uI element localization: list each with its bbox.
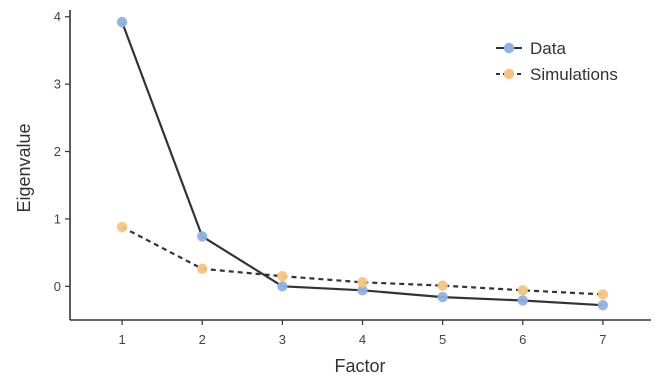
legend-marker-simulations	[503, 68, 515, 80]
legend-label-simulations: Simulations	[530, 65, 618, 84]
x-tick-label: 4	[359, 332, 366, 347]
x-tick-label: 2	[199, 332, 206, 347]
y-axis-title: Eigenvalue	[14, 123, 34, 212]
x-tick-label: 7	[599, 332, 606, 347]
x-axis-ticks: 1 2 3 4 5 6 7	[118, 320, 607, 347]
series-layer	[116, 16, 609, 311]
y-axis-ticks: 0 1 2 3 4	[54, 9, 70, 294]
x-tick-label: 6	[519, 332, 526, 347]
plot-area: 0 1 2 3 4 1 2 3 4 5 6 7	[54, 9, 651, 347]
y-tick-label: 2	[54, 144, 61, 159]
y-tick-label: 0	[54, 279, 61, 294]
legend-marker-data	[503, 42, 515, 54]
y-tick-label: 3	[54, 77, 61, 92]
x-axis-title: Factor	[334, 356, 385, 376]
data-point-simulations	[437, 280, 448, 291]
data-point-data	[277, 281, 288, 292]
x-tick-label: 1	[118, 332, 125, 347]
data-point-simulations	[517, 285, 528, 296]
data-point-data	[597, 299, 609, 311]
data-point-data	[357, 285, 368, 296]
x-tick-label: 5	[439, 332, 446, 347]
data-point-data	[437, 291, 448, 303]
x-tick-label: 3	[279, 332, 286, 347]
data-point-data	[197, 231, 208, 242]
y-tick-label: 4	[54, 9, 61, 24]
data-point-data	[517, 295, 528, 306]
data-point-simulations	[357, 277, 368, 288]
y-tick-label: 1	[54, 211, 61, 226]
data-point-simulations	[597, 289, 609, 300]
legend-label-data: Data	[530, 39, 566, 58]
data-point-simulations	[277, 270, 288, 282]
data-point-data	[116, 16, 128, 28]
data-point-simulations	[197, 263, 208, 274]
data-point-simulations	[116, 221, 128, 233]
legend: Data Simulations	[496, 39, 618, 84]
